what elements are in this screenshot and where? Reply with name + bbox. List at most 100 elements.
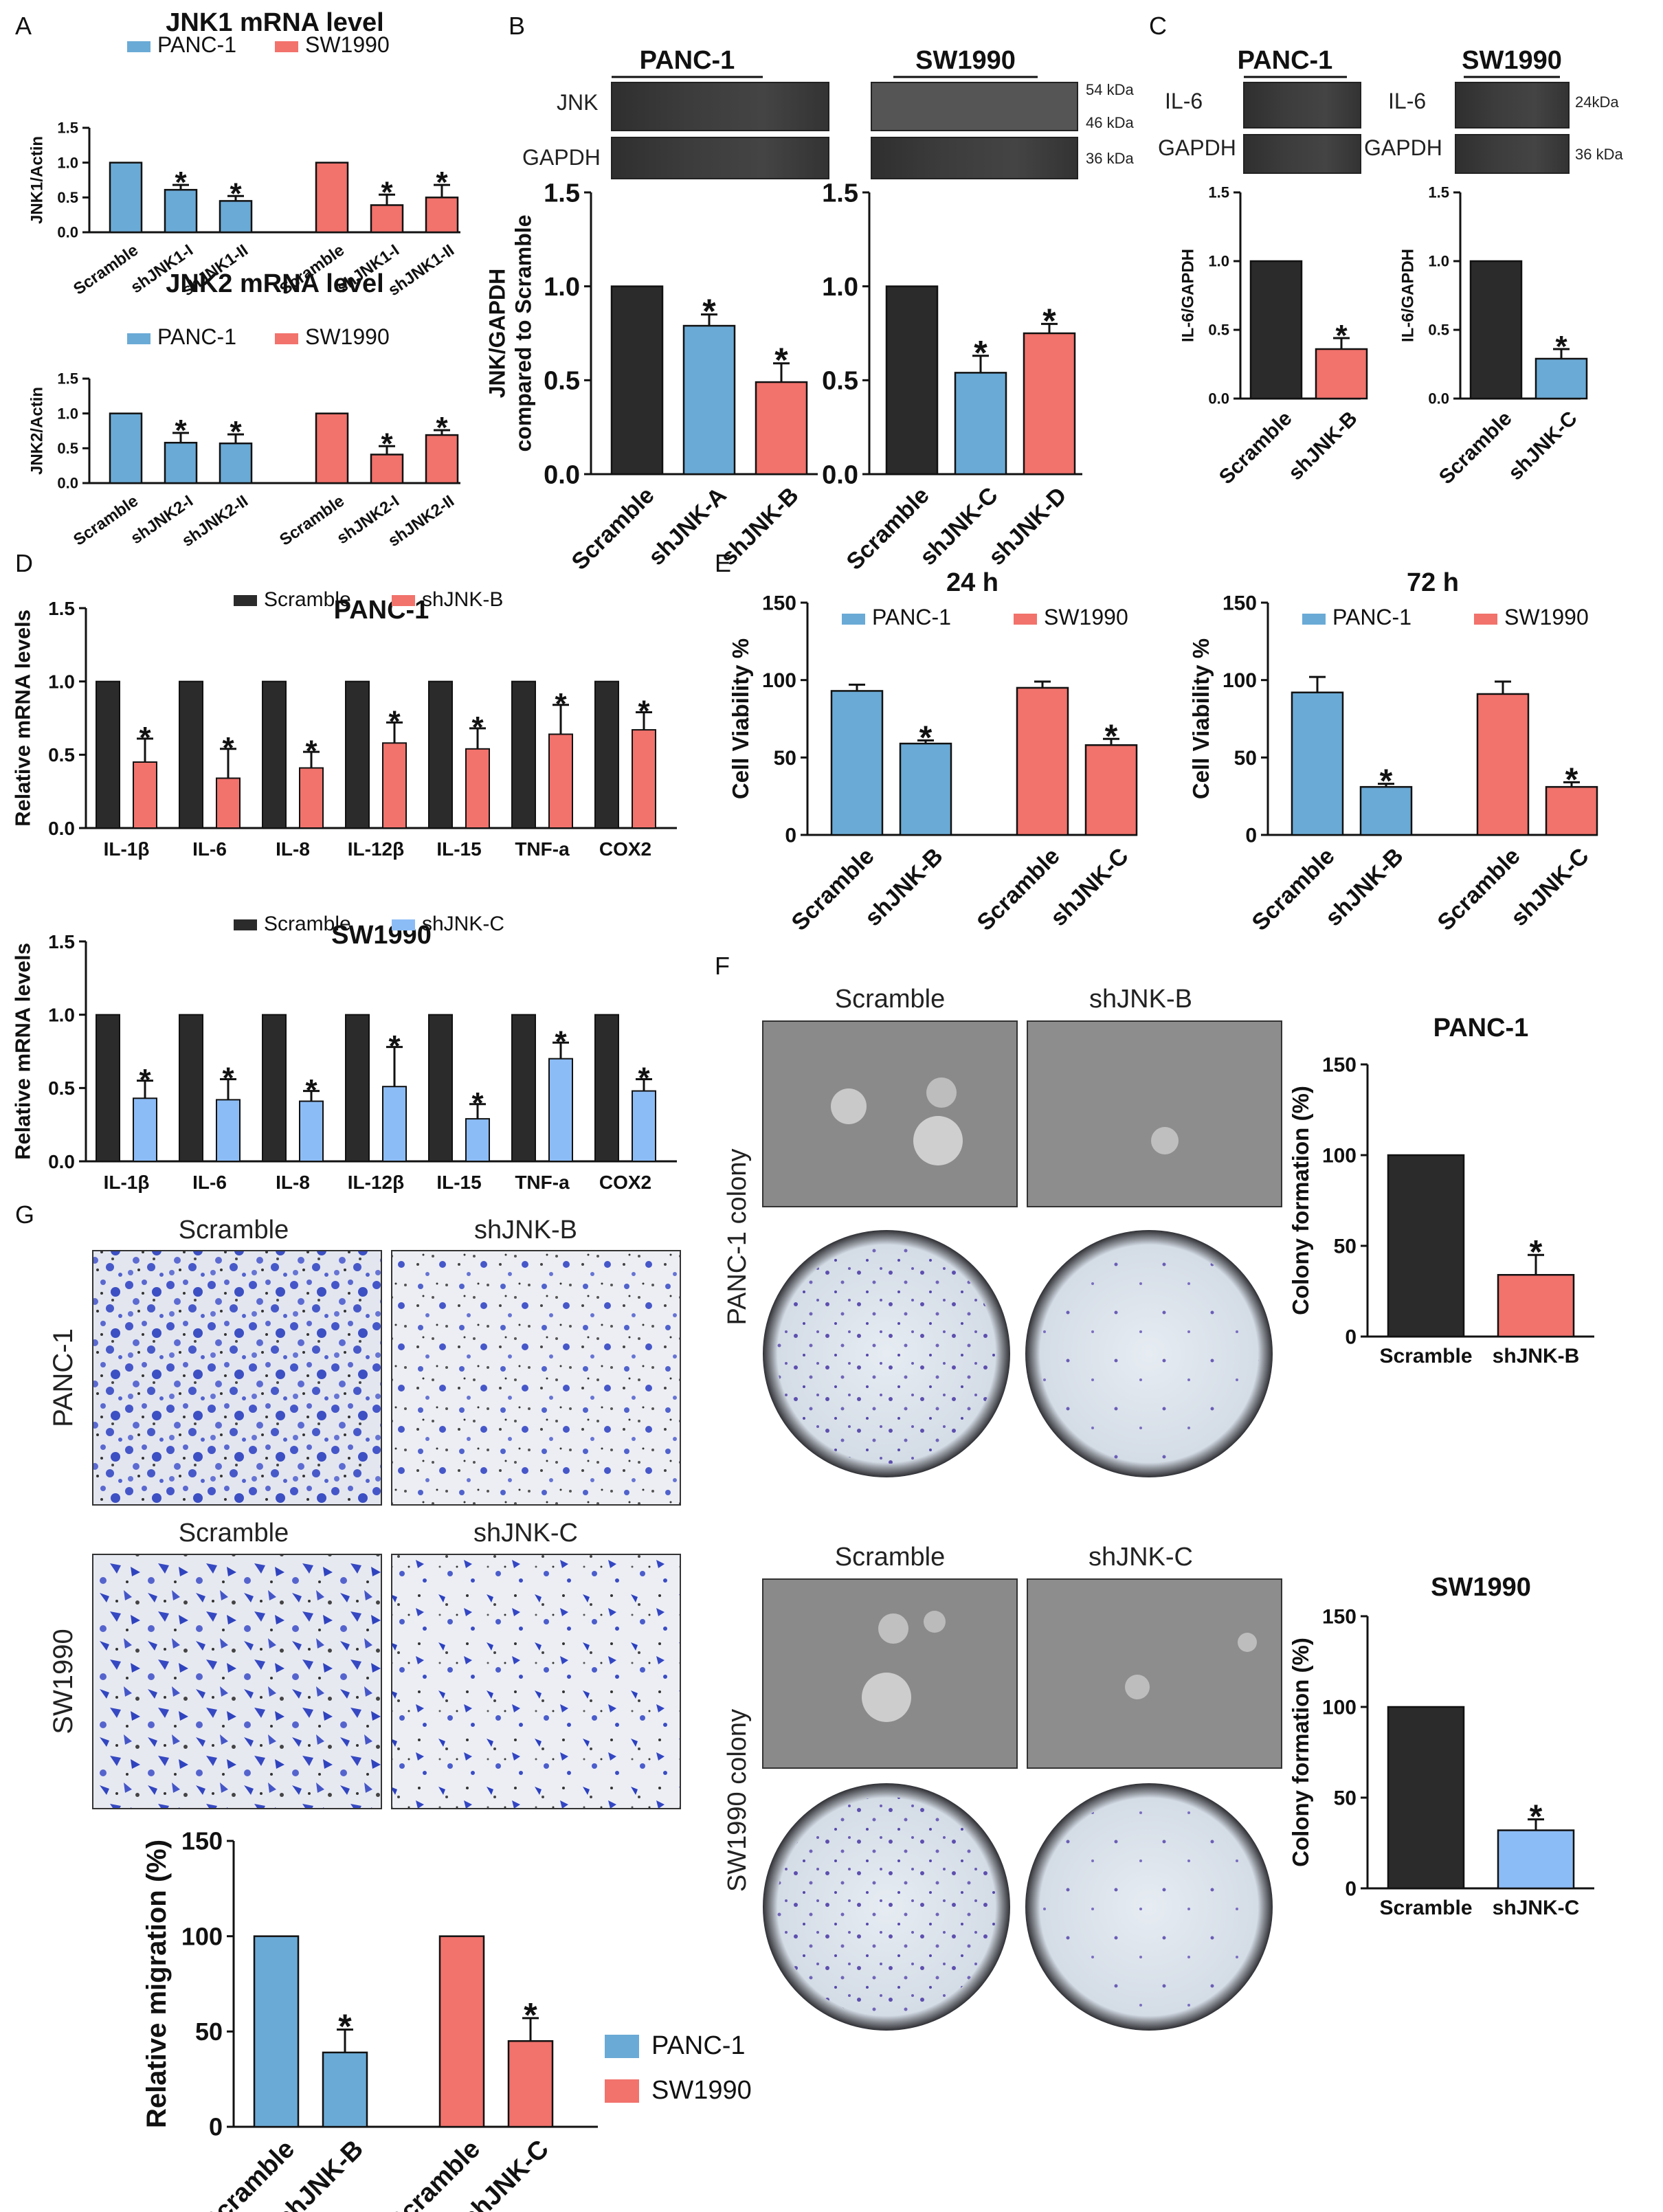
blot-b-gapdh-label: GAPDH: [522, 145, 601, 170]
chart-d2-bar: [299, 1100, 324, 1162]
blot-c-sw1990-il6: [1455, 82, 1570, 129]
chart-d2-ylabel: Relative mRNA levels: [10, 943, 34, 1160]
chart-c1-bar: [1315, 348, 1368, 400]
chart-b1-xtick-label: Scramble: [567, 482, 660, 575]
g-panc1-scramble-image: [92, 1250, 382, 1506]
chart-b1-significance-star: *: [702, 292, 716, 331]
chart-d1-significance-star: *: [638, 695, 650, 728]
blot-c-il6-label-2: IL-6: [1388, 89, 1426, 113]
chart-a1-significance-star: *: [230, 177, 242, 210]
chart-b1-ytick-label: 1.0: [544, 273, 580, 302]
f-sw1990-colony-label: SW1990 colony: [723, 1709, 752, 1892]
chart-b2-bar: [954, 372, 1007, 476]
chart-e2-legend-swatch: [1302, 614, 1326, 625]
chart-c1-ytick-label: 0.5: [1208, 322, 1229, 339]
chart-e2-title: 72 h: [1407, 568, 1459, 597]
chart-a2-ylabel: JNK2/Actin: [28, 387, 47, 475]
g-shjnkb-label: shJNK-B: [474, 1216, 577, 1244]
chart-d1-bar: [133, 761, 157, 829]
chart-d2-legend-swatch: [234, 919, 257, 930]
chart-c1-ytick-label: 1.0: [1208, 253, 1229, 270]
chart-a1-legend-swatch: [275, 41, 298, 52]
chart-d1-control-bar: [511, 680, 536, 829]
chart-a1-legend-label: PANC-1: [157, 32, 236, 57]
chart-g-bar: [253, 1935, 300, 2128]
chart-d2-bar: [548, 1058, 573, 1162]
chart-a2-legend-swatch: [275, 333, 298, 344]
chart-c2-ytick-label: 0.0: [1428, 390, 1449, 407]
chart-d2-control-bar: [96, 1014, 120, 1162]
panel-b-blots: PANC-1 SW1990 JNK GAPDH 54 kDa 46 kDa 36…: [522, 46, 1134, 179]
blot-b-kda46: 46 kDa: [1086, 114, 1134, 131]
panel-label-a: A: [15, 12, 32, 40]
chart-d1-xtick-label: COX2: [599, 838, 651, 860]
chart-g-legend-label: PANC-1: [651, 2031, 746, 2060]
panel-g-images: Scramble shJNK-B PANC-1 Scramble shJNK-C…: [48, 1216, 681, 1809]
chart-d2-xtick-label: IL-8: [276, 1172, 310, 1193]
blot-b-panc1-gapdh: [611, 137, 829, 179]
chart-d2-bar: [632, 1090, 656, 1162]
blot-c-kda36: 36 kDa: [1575, 146, 1623, 163]
chart-d1-bar: [632, 729, 656, 829]
chart-a2-bar: [219, 442, 253, 484]
chart-d2-xtick-label: COX2: [599, 1172, 651, 1193]
chart-e1-ytick-label: 100: [762, 669, 796, 692]
chart-d2-significance-star: *: [139, 1063, 151, 1097]
chart-a2-bar: [164, 441, 198, 484]
chart-a1-bar: [219, 200, 253, 234]
chart-e2-legend-swatch: [1474, 614, 1497, 625]
chart-e2-ytick-label: 0: [1245, 825, 1257, 847]
chart-b1-bar: [610, 285, 664, 476]
chart-e1-title: 24 h: [946, 568, 998, 597]
chart-g-bar: [507, 2040, 554, 2128]
chart-a1-ytick-label: 0.0: [57, 224, 78, 241]
chart-f2-ytick-label: 50: [1334, 1787, 1357, 1810]
chart-a2-xtick-label: Scramble: [70, 492, 142, 550]
f-panc1-colony-label: PANC-1 colony: [723, 1149, 752, 1326]
chart-a1-ytick-label: 1.0: [57, 154, 78, 171]
chart-b1-ytick-label: 1.5: [544, 179, 580, 208]
panel-f-images: Scramble shJNK-B PANC-1 colony Scramble …: [723, 985, 1282, 2031]
chart-d1-bar: [465, 748, 490, 829]
chart-d1-xtick-label: IL-8: [276, 838, 310, 860]
chart-d2-bar: [465, 1118, 490, 1162]
g-panc1-shjnkb-image: [391, 1250, 681, 1506]
blot-c-sw1990-title: SW1990: [1462, 46, 1562, 75]
chart-e2-bar: [1359, 785, 1413, 836]
chart-e2-legend-label: SW1990: [1504, 605, 1589, 629]
chart-b1-ytick-label: 0.0: [544, 460, 580, 489]
chart-c1-bar: [1249, 260, 1303, 400]
chart-d2-significance-star: *: [305, 1073, 317, 1107]
chart-c2-xtick-label: shJNK-C: [1504, 407, 1582, 484]
chart-e1-bar: [1084, 744, 1138, 836]
blot-b-panc1-jnk: [611, 82, 829, 131]
chart-f2-title: SW1990: [1431, 1573, 1531, 1602]
chart-g-bar: [438, 1935, 485, 2128]
chart-f2-xtick-label: shJNK-C: [1493, 1897, 1580, 1919]
chart-b1-ytick-label: 0.5: [544, 367, 580, 396]
chart-a2-bar: [315, 412, 349, 484]
chart-d2-ytick-label: 0.5: [48, 1077, 75, 1099]
g-panc1-label: PANC-1: [48, 1328, 78, 1427]
f-sw1990-shjnkc-micrograph: [1027, 1578, 1282, 1769]
chart-d1-control-bar: [262, 680, 287, 829]
chart-d2-xtick-label: IL-15: [436, 1172, 481, 1193]
chart-f2-ytick-label: 150: [1322, 1606, 1357, 1629]
chart-f1-significance-star: *: [1530, 1234, 1543, 1271]
chart-d1-xtick-label: IL-1β: [104, 838, 150, 860]
chart-e1-significance-star: *: [1105, 718, 1118, 755]
chart-a2-legend-label: SW1990: [305, 324, 390, 349]
chart-d2-control-bar: [262, 1014, 287, 1162]
chart-e2-bar: [1476, 693, 1530, 836]
f-panc1-scramble-micrograph: [762, 1020, 1018, 1207]
blot-c-panc1-il6: [1243, 82, 1361, 129]
g-scramble-label-1: Scramble: [179, 1216, 289, 1244]
g-scramble-label-2: Scramble: [179, 1519, 289, 1548]
chart-e1-significance-star: *: [919, 720, 933, 757]
chart-d1-significance-star: *: [388, 705, 401, 739]
chart-b1-xtick-label: shJNK-B: [715, 482, 803, 570]
chart-d1-bar: [382, 742, 407, 829]
panel-label-d: D: [15, 549, 33, 577]
